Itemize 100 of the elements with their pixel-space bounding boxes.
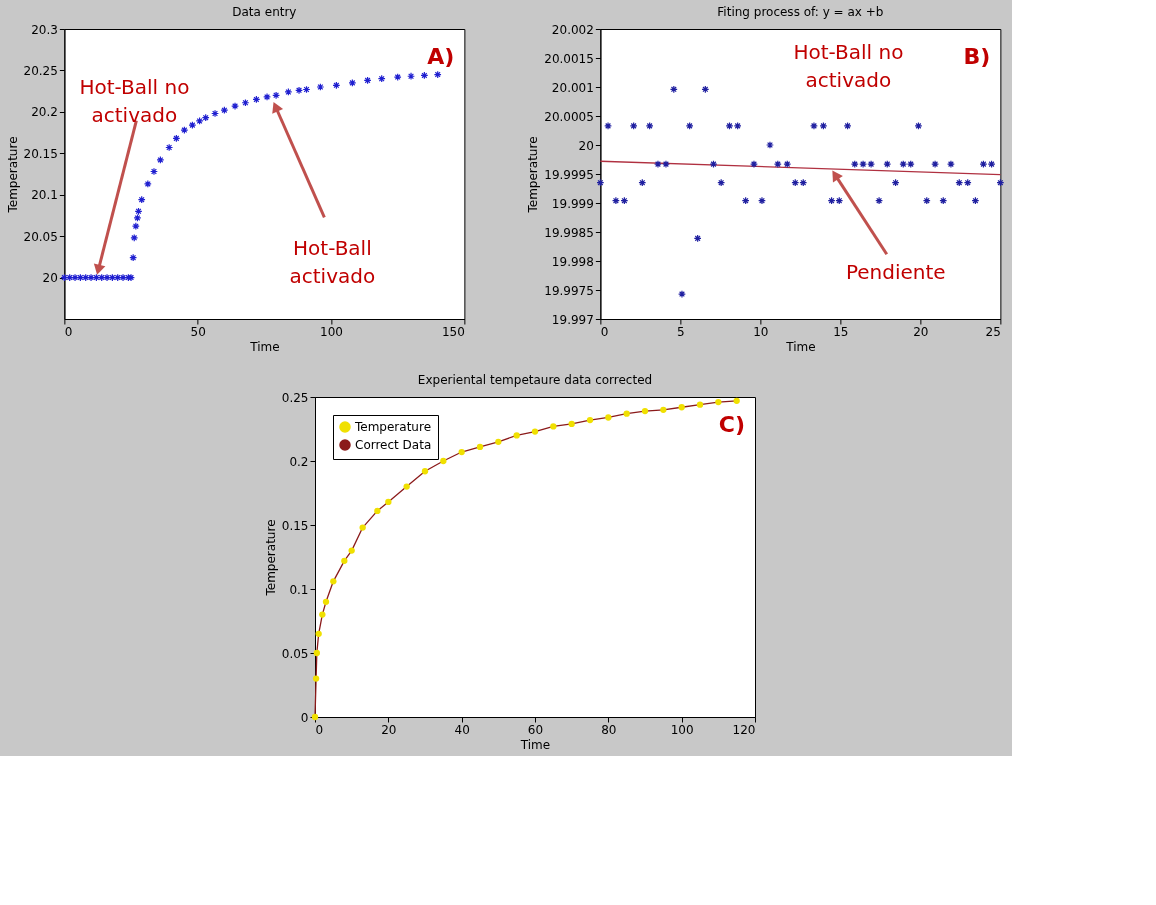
point <box>596 178 605 187</box>
y-tick-label: 20.25 <box>23 63 58 78</box>
point <box>403 483 410 490</box>
y-tick-label: 19.9995 <box>544 167 594 182</box>
x-tick-label: 150 <box>441 324 465 339</box>
point <box>550 423 557 430</box>
point <box>330 578 337 585</box>
point <box>891 178 900 187</box>
y-tick-label: 19.9985 <box>544 225 594 240</box>
y-axis-title: Temperature <box>263 519 278 597</box>
y-tick-label: 0.1 <box>289 582 309 597</box>
point <box>733 397 740 404</box>
point <box>850 160 859 169</box>
chart-title: Data entry <box>232 5 297 19</box>
point <box>678 290 686 299</box>
x-axis-title: Time <box>785 339 816 354</box>
annotation: Hot-Ball no activado <box>79 74 190 127</box>
chart-title: Fiting process of: y = ax +b <box>717 5 884 19</box>
y-tick-label: 20 <box>578 138 594 153</box>
y-tick-label: 19.999 <box>551 196 594 211</box>
point <box>620 196 629 205</box>
x-tick-label: 10 <box>753 324 769 339</box>
point <box>685 121 694 130</box>
point <box>799 178 808 187</box>
annotation: Pendiente <box>845 260 946 285</box>
legend-label: Temperature <box>354 420 432 434</box>
y-tick-label: 20.05 <box>23 229 58 244</box>
point <box>939 196 948 205</box>
annotation: A) <box>427 44 455 69</box>
x-tick-label: 20 <box>913 324 929 339</box>
y-axis-title: Temperature <box>5 136 20 214</box>
point <box>946 160 955 169</box>
y-tick-label: 0.15 <box>281 518 309 533</box>
x-tick-label: 25 <box>985 324 1001 339</box>
y-tick-label: 0.05 <box>281 646 309 661</box>
y-tick-label: 0 <box>300 710 309 725</box>
point <box>638 178 647 187</box>
point <box>810 121 818 130</box>
point <box>819 121 828 130</box>
x-tick-label: 0 <box>315 722 324 737</box>
point <box>758 196 766 205</box>
point <box>709 160 718 169</box>
point <box>766 141 774 149</box>
annotation: Hot-Ball activado <box>289 236 376 289</box>
x-tick-label: 100 <box>320 324 343 339</box>
point <box>773 160 782 169</box>
point <box>531 428 539 435</box>
point <box>963 178 972 187</box>
point <box>693 234 702 243</box>
point <box>374 507 381 515</box>
point <box>313 649 320 657</box>
x-tick-label: 0 <box>600 324 609 339</box>
point <box>733 121 742 130</box>
point <box>319 611 326 618</box>
point <box>696 401 704 408</box>
y-tick-label: 20.002 <box>551 22 594 37</box>
point <box>867 160 876 169</box>
x-tick-label: 120 <box>732 722 756 737</box>
point <box>979 160 988 169</box>
y-tick-label: 20.0005 <box>544 109 594 124</box>
point <box>611 196 620 205</box>
y-tick-label: 20.0015 <box>544 51 594 66</box>
point <box>348 547 355 554</box>
x-tick-label: 60 <box>527 722 544 737</box>
point <box>678 404 685 411</box>
point <box>359 524 366 531</box>
point <box>914 121 923 130</box>
point <box>605 414 612 421</box>
y-tick-label: 0.25 <box>281 390 309 405</box>
point <box>645 121 654 130</box>
point <box>654 160 662 169</box>
point <box>568 420 575 428</box>
legend-label: Correct Data <box>355 438 432 452</box>
point <box>717 178 726 187</box>
y-tick-label: 20.3 <box>31 22 58 37</box>
point <box>987 160 996 169</box>
point <box>750 160 758 169</box>
point <box>843 121 852 130</box>
point <box>495 438 502 445</box>
point <box>458 448 465 456</box>
point <box>875 196 884 205</box>
point <box>662 160 670 169</box>
y-tick-label: 20.2 <box>31 105 58 120</box>
y-tick-label: 19.998 <box>551 254 594 269</box>
x-axis-title: Time <box>249 339 280 354</box>
point <box>741 196 750 205</box>
y-tick-label: 20.15 <box>23 146 58 161</box>
annotation: C) <box>718 412 745 437</box>
y-tick-label: 20 <box>42 271 58 286</box>
x-tick-label: 0 <box>64 324 73 339</box>
point <box>421 468 429 475</box>
y-tick-label: 0.2 <box>289 454 309 469</box>
point <box>791 178 800 187</box>
x-tick-label: 100 <box>670 722 694 737</box>
point <box>315 630 322 637</box>
point <box>311 713 319 721</box>
point <box>660 406 667 413</box>
point <box>322 598 330 605</box>
annotation: Hot-Ball no activado <box>793 40 904 92</box>
point <box>971 196 980 205</box>
